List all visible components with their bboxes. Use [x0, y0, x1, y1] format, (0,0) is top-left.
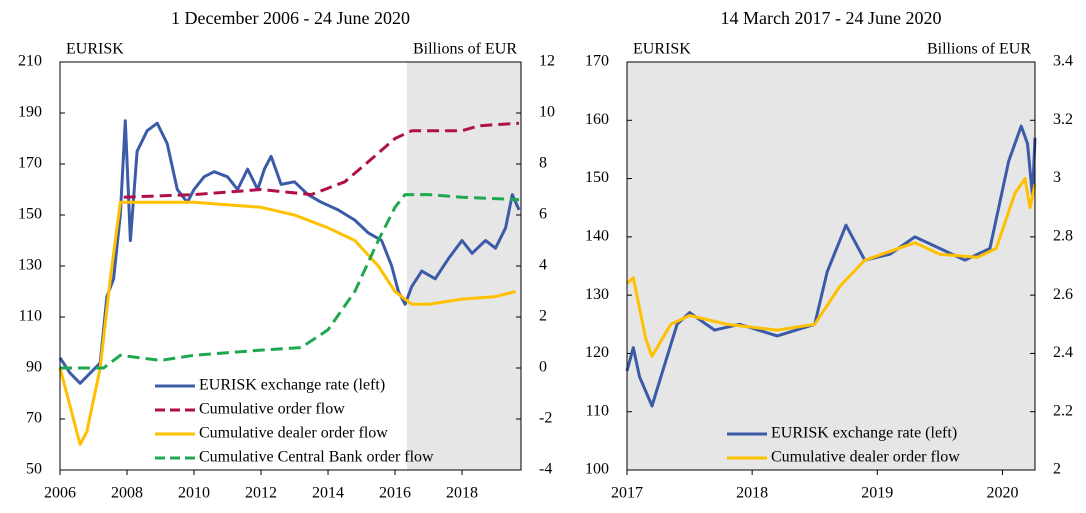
y2-axis-label: Billions of EUR — [927, 41, 1031, 58]
x-tick-label: 2020 — [986, 485, 1018, 502]
y-tick-label: 170 — [18, 155, 42, 172]
y-tick-label: 90 — [26, 359, 42, 376]
x-tick-label: 2017 — [611, 485, 643, 502]
y-tick-label: 120 — [585, 344, 609, 361]
y-tick-label: 110 — [586, 402, 609, 419]
y-tick-label: 170 — [585, 53, 609, 70]
x-tick-label: 2006 — [44, 485, 76, 502]
y-tick-label: 50 — [26, 461, 42, 478]
y2-tick-label: 2.2 — [1053, 402, 1073, 419]
y-tick-label: 100 — [585, 461, 609, 478]
legend-label: Cumulative order flow — [199, 401, 345, 418]
y2-tick-label: 2.8 — [1053, 228, 1073, 245]
legend-label: Cumulative dealer order flow — [771, 449, 960, 466]
x-tick-label: 2014 — [312, 485, 344, 502]
y-tick-label: 150 — [18, 206, 42, 223]
legend-label: EURISK exchange rate (left) — [771, 425, 957, 442]
legend-label: Cumulative dealer order flow — [199, 425, 388, 442]
y2-tick-label: 2 — [539, 308, 547, 325]
legend-label: Cumulative Central Bank order flow — [199, 449, 434, 466]
y-tick-label: 150 — [585, 169, 609, 186]
y-tick-label: 130 — [585, 286, 609, 303]
y2-tick-label: -4 — [539, 461, 552, 478]
plot-frame — [59, 61, 522, 471]
y2-tick-label: 3 — [1053, 169, 1061, 186]
y2-tick-label: -2 — [539, 410, 552, 427]
y2-tick-label: 2.6 — [1053, 286, 1073, 303]
data-line — [625, 177, 1037, 358]
y2-tick-label: 6 — [539, 206, 547, 223]
chart-title: 1 December 2006 - 24 June 2020 — [171, 8, 410, 28]
plot-frame — [626, 61, 1036, 471]
x-tick-label: 2016 — [379, 485, 411, 502]
x-tick-label: 2008 — [111, 485, 143, 502]
data-line — [58, 200, 516, 446]
y2-tick-label: 3.4 — [1053, 53, 1073, 70]
data-line — [58, 119, 521, 385]
y-tick-label: 130 — [18, 257, 42, 274]
x-tick-label: 2018 — [446, 485, 478, 502]
y-tick-label: 210 — [18, 53, 42, 70]
y-axis-label: EURISK — [66, 41, 124, 58]
y-tick-label: 160 — [585, 111, 609, 128]
x-tick-label: 2018 — [736, 485, 768, 502]
y-axis-label: EURISK — [633, 41, 691, 58]
y2-tick-label: 8 — [539, 155, 547, 172]
y2-tick-label: 2 — [1053, 461, 1061, 478]
data-line — [625, 124, 1037, 408]
y2-axis-label: Billions of EUR — [413, 41, 517, 58]
y2-tick-label: 2.4 — [1053, 344, 1073, 361]
y-tick-label: 70 — [26, 410, 42, 427]
y2-tick-label: 10 — [539, 104, 555, 121]
data-line — [60, 193, 520, 370]
y2-tick-label: 0 — [539, 359, 547, 376]
x-tick-label: 2010 — [178, 485, 210, 502]
y-tick-label: 110 — [19, 308, 42, 325]
y-tick-label: 190 — [18, 104, 42, 121]
y-tick-label: 140 — [585, 228, 609, 245]
legend-label: EURISK exchange rate (left) — [199, 377, 385, 394]
y2-tick-label: 4 — [539, 257, 547, 274]
chart-title: 14 March 2017 - 24 June 2020 — [721, 8, 942, 28]
x-tick-label: 2019 — [861, 485, 893, 502]
y2-tick-label: 3.2 — [1053, 111, 1073, 128]
y2-tick-label: 12 — [539, 53, 555, 70]
data-line — [123, 121, 520, 199]
x-tick-label: 2012 — [245, 485, 277, 502]
